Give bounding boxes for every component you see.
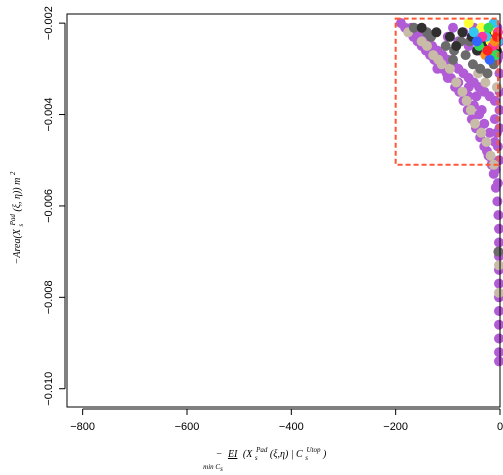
data-point [482,45,493,56]
data-point [433,54,444,65]
data-point [460,50,471,61]
data-point [472,36,482,47]
data-point [457,27,468,38]
data-point [440,41,451,51]
data-point [494,260,503,271]
x-tick-label: 0 [497,421,503,433]
data-point [485,150,496,161]
x-tick-label: −800 [70,421,95,433]
data-point [448,54,458,65]
data-points [395,18,503,367]
y-tick-label: −0.004 [43,98,55,132]
data-point [493,210,503,221]
data-point [476,22,487,33]
data-point [484,127,495,138]
data-point [471,91,482,102]
data-point [493,246,503,257]
data-point [494,68,503,79]
x-axis-label: − EI (X s Pad (ξ,η) | C s Utop ) [216,444,327,463]
y-axis: −0.010 −0.008 −0.006 −0.004 −0.002 [43,6,66,406]
highlight-box [394,17,500,166]
data-point [463,18,474,29]
data-point [457,86,468,97]
data-point [494,237,503,248]
data-point [476,127,487,138]
y-tick-label: −0.010 [43,372,55,406]
data-point [484,54,495,65]
data-point [465,105,476,115]
data-point [468,27,479,38]
data-point [492,178,503,189]
data-point [494,287,503,298]
data-point [491,82,502,93]
data-point [481,137,492,147]
x-tick-label: −400 [279,421,304,433]
data-point [480,77,491,88]
data-point [451,77,462,88]
data-point [461,95,472,106]
data-point [494,356,503,367]
data-point [444,31,455,42]
data-point [494,333,503,344]
x-tick-label: −600 [175,421,200,433]
data-point [494,278,503,289]
data-point [494,223,503,234]
data-point [494,319,503,330]
y-tick-label: −0.002 [43,6,55,40]
data-point [470,118,480,129]
data-point [491,31,502,42]
y-tick-label: −0.008 [43,280,55,314]
data-point [475,63,486,74]
data-point [448,22,458,33]
data-point [476,105,487,115]
data-point [482,68,493,79]
data-point [492,196,503,207]
data-point [408,22,419,33]
data-point [467,59,478,70]
data-point [479,118,490,129]
data-point [494,347,503,358]
data-point [494,306,503,316]
y-tick-label: −0.006 [43,189,55,223]
data-point [444,63,455,74]
plot-frame [66,13,501,408]
x-axis: −800 −600 −400 −200 0 [70,408,503,433]
data-point [422,41,432,51]
data-point [451,41,462,51]
data-point [431,27,442,38]
x-tick-label: −200 [383,421,408,433]
x-axis-label-subscript: min Cs [203,463,223,473]
data-point [483,22,494,33]
data-point [442,73,453,83]
data-point [416,22,427,33]
y-axis-label: −Area(X s Pad (ξ, η)) m 2 [7,171,26,264]
